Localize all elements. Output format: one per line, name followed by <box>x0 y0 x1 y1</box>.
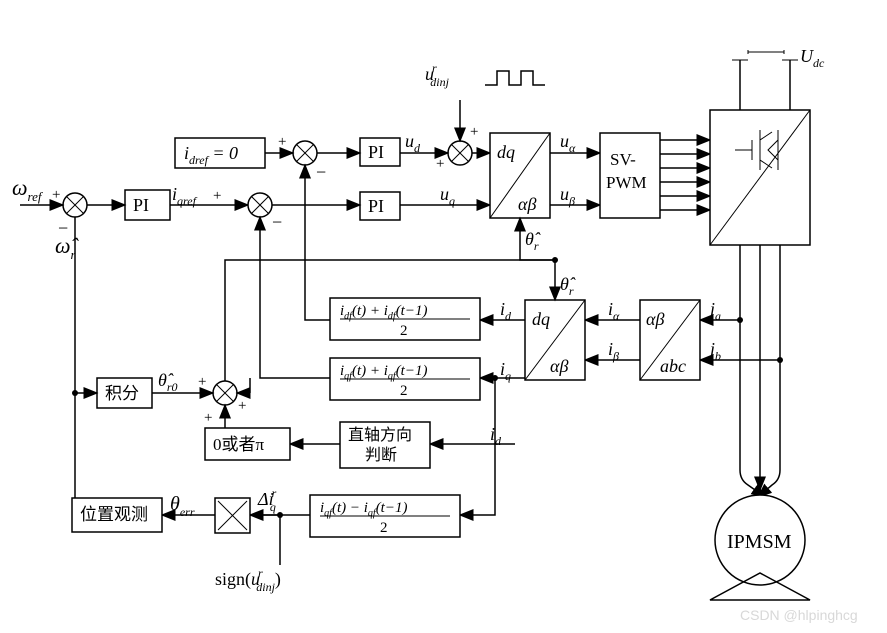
label-theta-fwd: θ̂r <box>525 229 541 253</box>
text-svpwm1: SV- <box>610 150 636 169</box>
node-sign-join <box>277 512 283 518</box>
wire-avgq-sum3 <box>260 217 330 378</box>
text-axis2: 判断 <box>365 446 397 464</box>
sign-minus-3: − <box>272 212 282 232</box>
text-avg-q-den: 2 <box>400 383 408 399</box>
label-omega-ref: ωref <box>12 175 44 204</box>
text-dq-inv-top: dq <box>532 309 550 329</box>
text-diff-q-den: 2 <box>380 520 388 536</box>
sign-plus-5b: + <box>204 410 212 426</box>
sign-plus-2: + <box>278 134 286 150</box>
sign-plus-3: + <box>213 188 221 204</box>
label-theta-inv: θ̂r <box>560 274 576 298</box>
text-axis1: 直轴方向 <box>348 426 412 444</box>
label-sign: sign(urdinj) <box>215 566 281 594</box>
text-abc: abc <box>660 356 686 376</box>
sign-plus-4b: + <box>470 124 478 140</box>
text-dq-fwd-bot: αβ <box>518 194 536 214</box>
label-iq: iq <box>500 359 511 383</box>
text-integral: 积分 <box>105 384 139 403</box>
sign-plus-4a: + <box>436 156 444 172</box>
text-zero-or-pi: 0或者π <box>213 435 264 454</box>
text-pos-obs: 位置观测 <box>80 505 148 524</box>
text-dq-fwd-top: dq <box>497 142 515 162</box>
label-diq: Δirq <box>257 486 277 514</box>
label-udc: Udc <box>800 46 825 70</box>
text-pi1: PI <box>133 195 149 215</box>
text-dq-inv-bot: αβ <box>550 356 568 376</box>
label-ud: ud <box>405 131 421 155</box>
wire-omega-int <box>75 217 97 393</box>
text-ab: αβ <box>646 309 664 329</box>
sign-plus-5c: + <box>238 398 246 414</box>
text-svpwm2: PWM <box>606 173 647 192</box>
sign-plus-1: + <box>52 187 60 203</box>
watermark: CSDN @hlpinghcg <box>740 607 858 623</box>
label-omega-hat: ω̂r <box>55 233 80 262</box>
diagram-root: ωref + − ω̂r PI iqref idref = 0 + − + − … <box>0 0 887 633</box>
wire-avgd-sum2 <box>305 165 330 320</box>
text-ipmsm: IPMSM <box>727 531 792 553</box>
text-pi3: PI <box>368 196 384 216</box>
text-pi2: PI <box>368 142 384 162</box>
sign-minus-2: − <box>316 162 326 182</box>
label-ua: uα <box>560 131 576 155</box>
label-theta-hat0: θ̂r0 <box>158 370 178 394</box>
wire-phase-right <box>758 245 780 497</box>
wire-phase-left <box>740 245 765 497</box>
glyph-square-wave <box>485 71 545 85</box>
wires-pwm <box>660 140 710 210</box>
label-udinj: urdinj <box>425 61 450 89</box>
text-avg-d-den: 2 <box>400 323 408 339</box>
sign-plus-5a: + <box>198 374 206 390</box>
